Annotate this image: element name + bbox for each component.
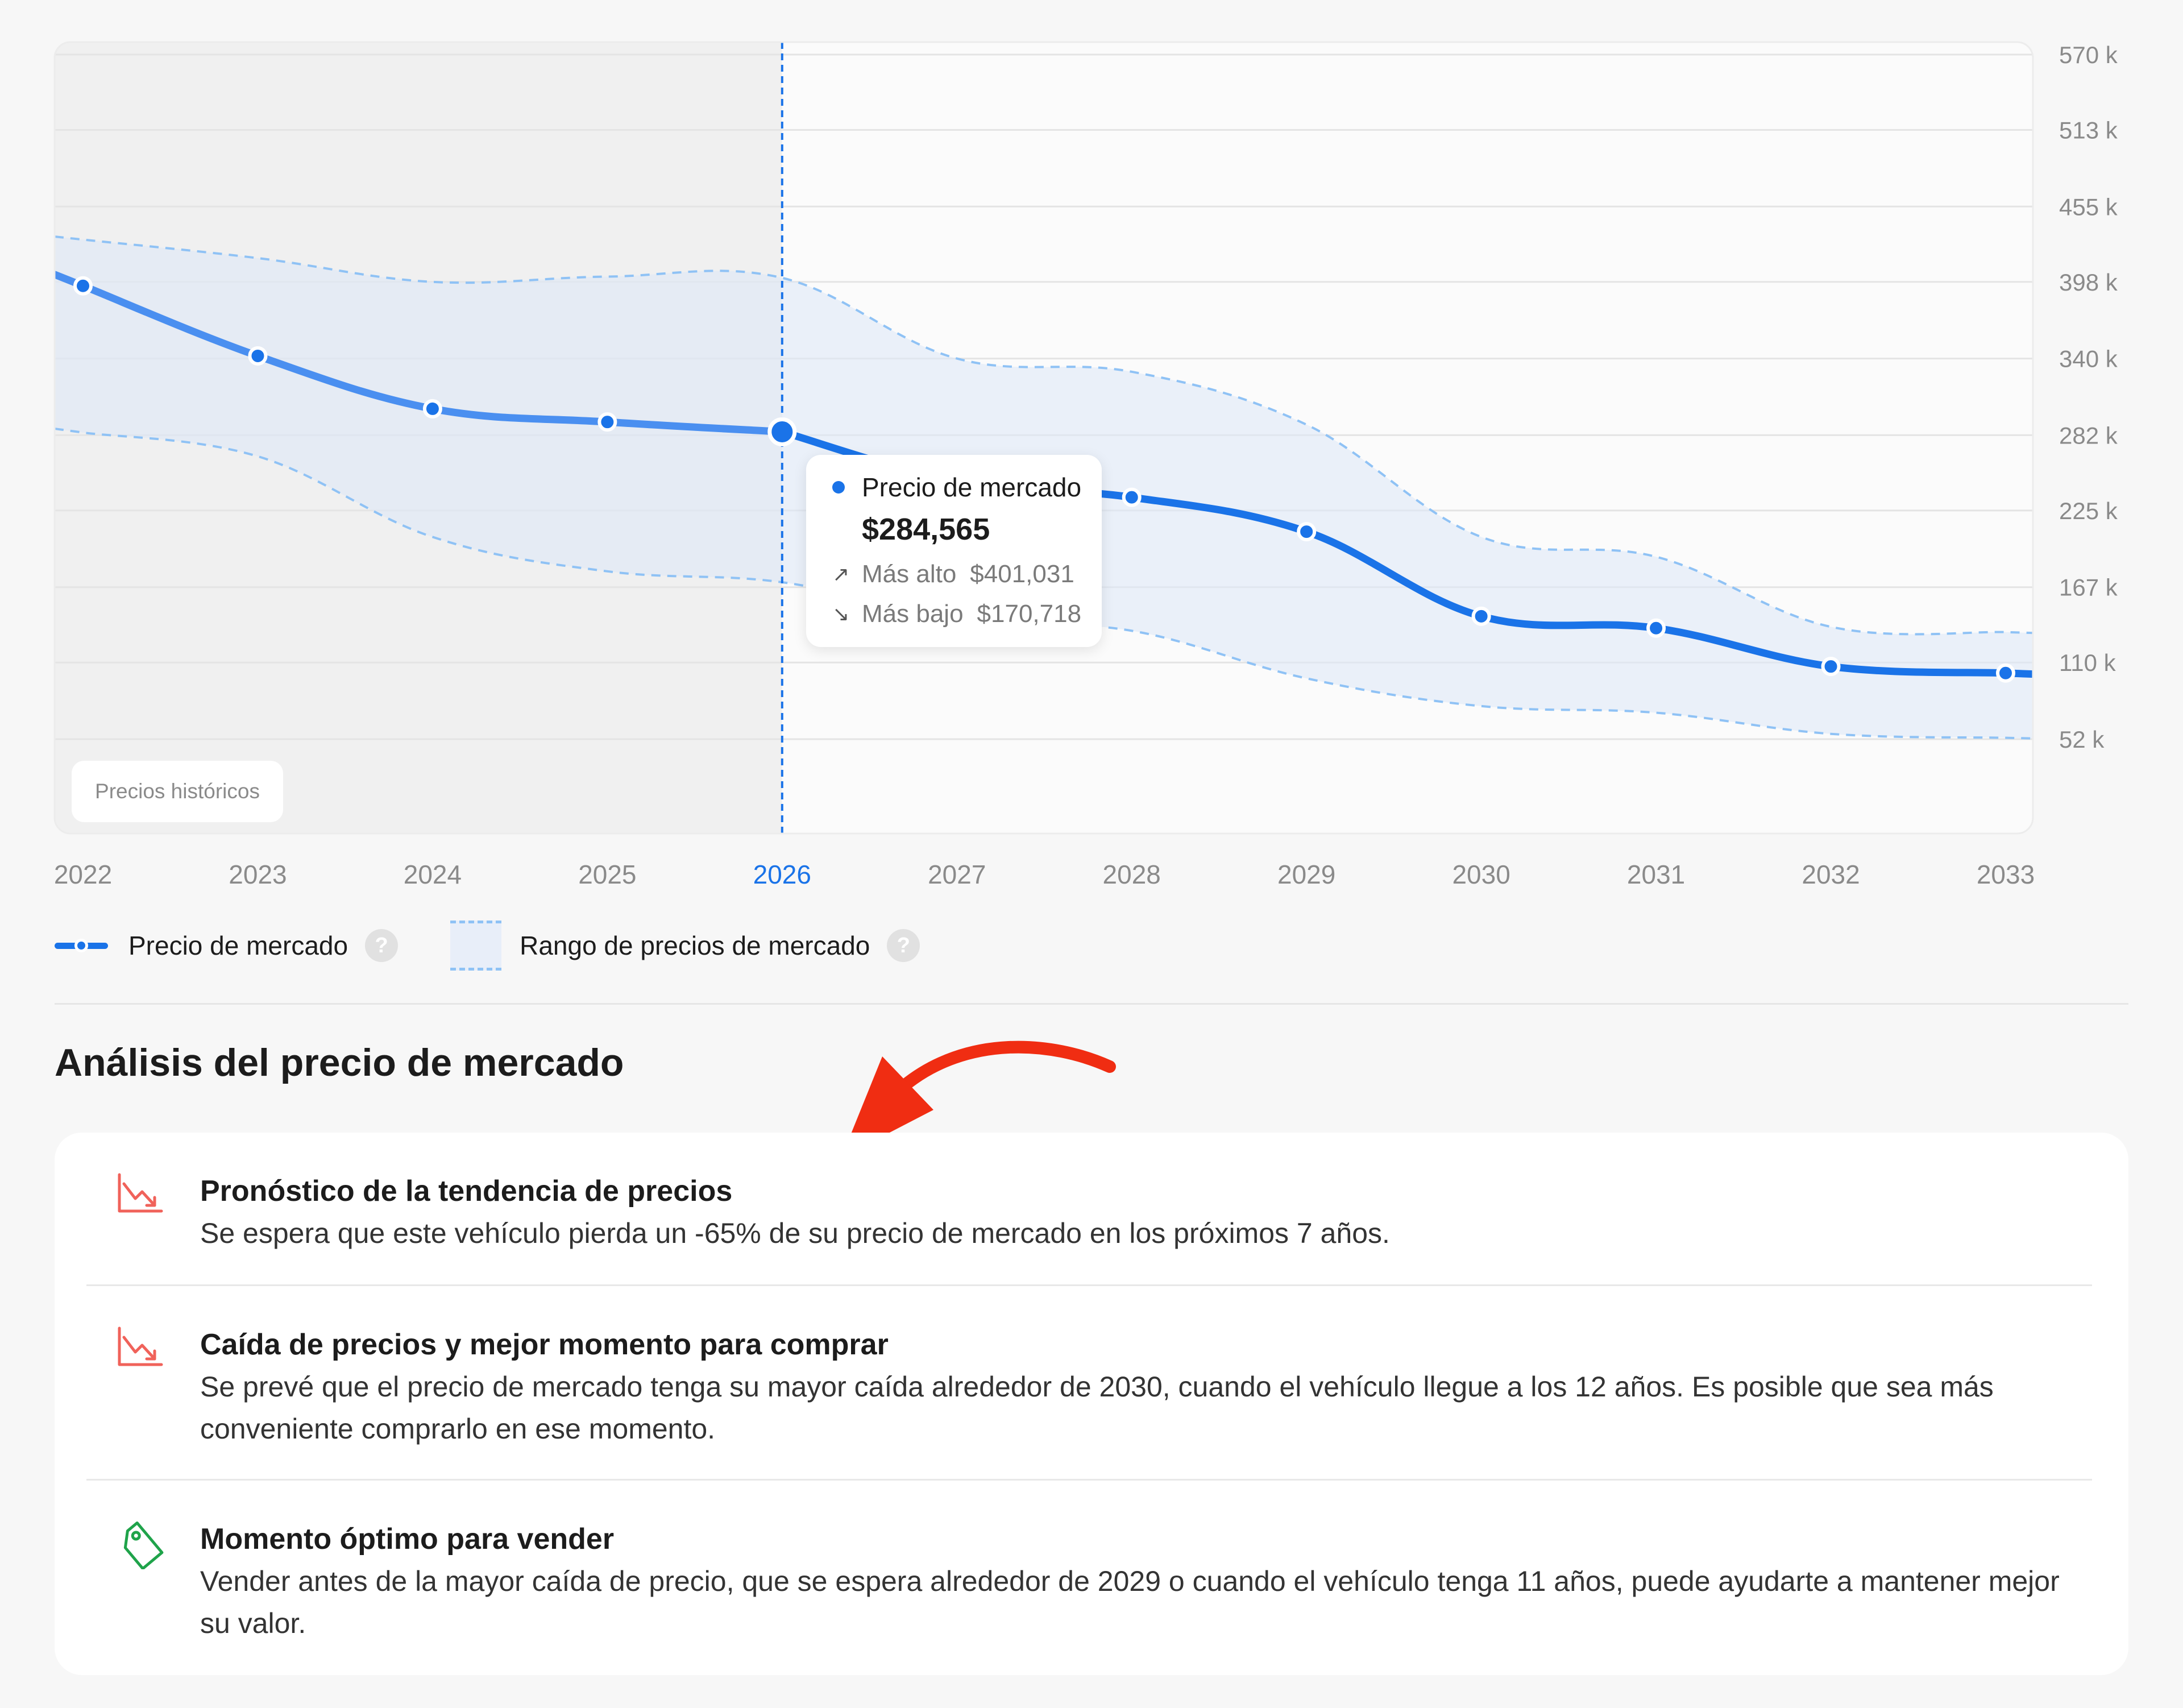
section-divider	[55, 1003, 2128, 1005]
data-point[interactable]	[1297, 522, 1317, 542]
data-point[interactable]	[1821, 657, 1841, 677]
arrow-up-right-icon: ↗	[832, 562, 850, 586]
insight-title: Momento óptimo para vender	[200, 1523, 615, 1556]
historical-prices-badge: Precios históricos	[72, 761, 283, 822]
x-tick-label: 2023	[229, 860, 287, 889]
y-tick-label: 398 k	[2059, 269, 2118, 296]
data-point[interactable]	[422, 399, 442, 418]
highlighted-data-point[interactable]	[767, 417, 797, 446]
legend-line-icon	[55, 937, 108, 954]
price-range-lower-bound	[55, 427, 2033, 740]
x-tick-label: 2032	[1802, 860, 1860, 889]
legend-market-price-label: Precio de mercado	[128, 931, 348, 960]
price-range-upper-bound	[55, 235, 2033, 636]
insight-text: Se prevé que el precio de mercado tenga …	[200, 1371, 1994, 1445]
x-tick-label: 2024	[404, 860, 462, 889]
trend-down-icon	[118, 1173, 163, 1213]
help-icon[interactable]: ?	[887, 929, 920, 962]
y-tick-label: 340 k	[2059, 346, 2118, 372]
data-point[interactable]	[248, 346, 268, 366]
analysis-card: Pronóstico de la tendencia de precios Se…	[55, 1133, 2128, 1675]
x-tick-label: 2025	[578, 860, 636, 889]
y-tick-label: 513 k	[2059, 117, 2118, 143]
tooltip-series-name: Precio de mercado	[862, 472, 1082, 502]
y-tick-label: 570 k	[2059, 42, 2118, 68]
chart-tooltip: Precio de mercado $284,565 ↗ Más alto $4…	[806, 455, 1102, 647]
insight-text: Vender antes de la mayor caída de precio…	[200, 1565, 2060, 1639]
y-tick-label: 167 k	[2059, 574, 2118, 601]
trend-down-icon	[118, 1326, 163, 1366]
y-tick-label: 52 k	[2059, 726, 2105, 753]
insight-item: Caída de precios y mejor momento para co…	[86, 1286, 2092, 1481]
x-tick-label: 2026	[753, 860, 811, 889]
data-point[interactable]	[597, 412, 617, 432]
y-tick-label: 455 k	[2059, 193, 2118, 220]
arrow-down-right-icon: ↘	[832, 602, 850, 625]
legend-range-label: Rango de precios de mercado	[520, 931, 870, 960]
tooltip-value: $284,565	[862, 512, 990, 546]
series-dot-icon	[832, 481, 845, 494]
insight-text: Se espera que este vehículo pierda un -6…	[200, 1217, 1390, 1249]
data-point[interactable]	[73, 276, 93, 296]
tooltip-high-label: Más alto	[862, 560, 957, 588]
data-point[interactable]	[1471, 606, 1491, 626]
help-icon[interactable]: ?	[365, 929, 399, 962]
tooltip-low-label: Más bajo	[862, 600, 964, 628]
data-point[interactable]	[1646, 618, 1666, 638]
y-tick-label: 225 k	[2059, 498, 2118, 524]
y-tick-label: 282 k	[2059, 422, 2118, 449]
x-tick-label: 2029	[1277, 860, 1335, 889]
x-tick-label: 2022	[54, 860, 112, 889]
market-price-line-historical	[55, 271, 786, 436]
legend-range-icon	[450, 921, 502, 971]
insight-item: Momento óptimo para vender Vender antes …	[86, 1481, 2092, 1675]
chart-legend: Precio de mercado ? Rango de precios de …	[55, 920, 920, 971]
insight-item: Pronóstico de la tendencia de precios Se…	[86, 1133, 2092, 1286]
insight-title: Caída de precios y mejor momento para co…	[200, 1328, 889, 1361]
historical-prices-label: Precios históricos	[95, 780, 260, 803]
tooltip-high-value: $401,031	[970, 560, 1074, 588]
price-tag-icon	[123, 1521, 164, 1569]
x-tick-label: 2033	[1977, 860, 2035, 889]
insight-title: Pronóstico de la tendencia de precios	[200, 1175, 733, 1208]
y-tick-label: 110 k	[2059, 649, 2116, 676]
x-tick-label: 2030	[1452, 860, 1510, 889]
x-tick-label: 2027	[928, 860, 986, 889]
tooltip-low-value: $170,718	[977, 600, 1082, 628]
data-point[interactable]	[1122, 487, 1142, 507]
red-arrow-icon	[841, 1040, 1116, 1158]
section-title: Análisis del precio de mercado	[55, 1041, 624, 1084]
data-point[interactable]	[1996, 663, 2015, 683]
x-tick-label: 2031	[1627, 860, 1685, 889]
x-tick-label: 2028	[1103, 860, 1161, 889]
